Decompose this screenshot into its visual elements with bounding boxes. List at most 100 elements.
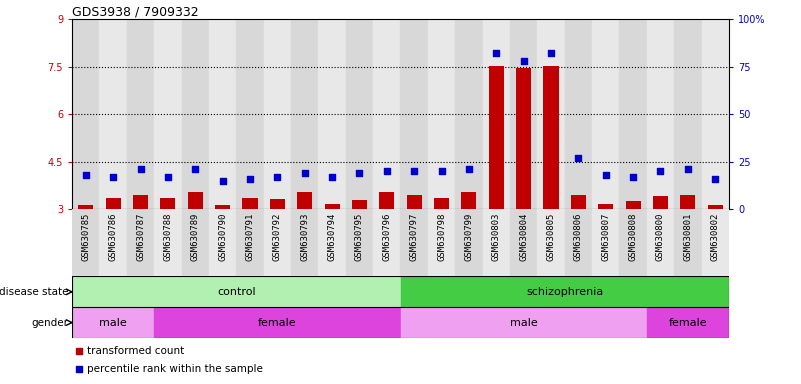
- Bar: [187, 192, 203, 209]
- Text: percentile rank within the sample: percentile rank within the sample: [87, 364, 263, 374]
- Bar: [297, 192, 312, 209]
- Bar: [647, 307, 729, 338]
- Bar: [510, 19, 537, 209]
- Point: [626, 174, 639, 180]
- Bar: [243, 198, 257, 209]
- Bar: [482, 19, 510, 209]
- Point: [244, 176, 256, 182]
- Text: GSM630806: GSM630806: [574, 213, 583, 261]
- Bar: [400, 307, 647, 338]
- Bar: [646, 209, 674, 276]
- Bar: [264, 19, 291, 209]
- Text: GSM630785: GSM630785: [81, 213, 91, 261]
- Bar: [646, 19, 674, 209]
- Text: schizophrenia: schizophrenia: [526, 287, 603, 297]
- Bar: [133, 195, 148, 209]
- Bar: [674, 19, 702, 209]
- Bar: [99, 19, 127, 209]
- Bar: [461, 192, 477, 209]
- Point: [189, 166, 202, 172]
- Bar: [702, 209, 729, 276]
- Bar: [434, 198, 449, 209]
- Point: [353, 170, 366, 176]
- Bar: [428, 19, 455, 209]
- Bar: [154, 307, 400, 338]
- Bar: [537, 19, 565, 209]
- Bar: [127, 209, 154, 276]
- Text: GSM630796: GSM630796: [382, 213, 392, 261]
- Bar: [318, 209, 346, 276]
- Point: [682, 166, 694, 172]
- Bar: [352, 200, 367, 209]
- Text: female: female: [669, 318, 707, 328]
- Text: gender: gender: [32, 318, 69, 328]
- Point: [517, 58, 530, 64]
- Point: [435, 168, 448, 174]
- Text: GSM630788: GSM630788: [163, 213, 172, 261]
- Point: [380, 168, 393, 174]
- Text: GSM630792: GSM630792: [273, 213, 282, 261]
- Bar: [318, 19, 346, 209]
- Bar: [324, 204, 340, 209]
- Bar: [72, 276, 400, 307]
- Bar: [482, 209, 510, 276]
- Point: [709, 176, 722, 182]
- Bar: [400, 209, 428, 276]
- Bar: [565, 19, 592, 209]
- Bar: [516, 68, 531, 209]
- Bar: [565, 209, 592, 276]
- Bar: [674, 209, 702, 276]
- Bar: [537, 209, 565, 276]
- Bar: [510, 209, 537, 276]
- Bar: [182, 19, 209, 209]
- Bar: [400, 19, 428, 209]
- Bar: [455, 19, 482, 209]
- Point: [298, 170, 311, 176]
- Point: [454, 96, 467, 102]
- Bar: [702, 19, 729, 209]
- Text: control: control: [217, 287, 256, 297]
- Point: [572, 155, 585, 161]
- Bar: [619, 209, 646, 276]
- Text: GSM630789: GSM630789: [191, 213, 199, 261]
- Text: GSM630786: GSM630786: [109, 213, 118, 261]
- Text: GSM630795: GSM630795: [355, 213, 364, 261]
- Point: [79, 172, 92, 178]
- Text: GSM630800: GSM630800: [656, 213, 665, 261]
- Point: [408, 168, 421, 174]
- Bar: [407, 195, 421, 209]
- Bar: [78, 205, 93, 209]
- Point: [654, 168, 667, 174]
- Point: [545, 50, 557, 56]
- Bar: [72, 19, 99, 209]
- Bar: [653, 196, 668, 209]
- Bar: [346, 19, 373, 209]
- Bar: [380, 192, 394, 209]
- Bar: [619, 19, 646, 209]
- Bar: [264, 209, 291, 276]
- Text: GSM630808: GSM630808: [629, 213, 638, 261]
- Text: GSM630802: GSM630802: [710, 213, 720, 261]
- Bar: [106, 198, 121, 209]
- Bar: [626, 201, 641, 209]
- Text: GSM630805: GSM630805: [546, 213, 556, 261]
- Text: GSM630799: GSM630799: [465, 213, 473, 261]
- Bar: [346, 209, 373, 276]
- Bar: [270, 199, 285, 209]
- Point: [216, 178, 229, 184]
- Bar: [236, 209, 264, 276]
- Bar: [127, 19, 154, 209]
- Bar: [373, 19, 400, 209]
- Bar: [209, 19, 236, 209]
- Bar: [571, 195, 586, 209]
- Bar: [428, 209, 455, 276]
- Bar: [236, 19, 264, 209]
- Point: [271, 174, 284, 180]
- Text: GSM630787: GSM630787: [136, 213, 145, 261]
- Text: GSM630794: GSM630794: [328, 213, 336, 261]
- Bar: [592, 209, 619, 276]
- Bar: [598, 204, 614, 209]
- Text: GSM630797: GSM630797: [409, 213, 419, 261]
- Bar: [72, 307, 154, 338]
- Text: GSM630803: GSM630803: [492, 213, 501, 261]
